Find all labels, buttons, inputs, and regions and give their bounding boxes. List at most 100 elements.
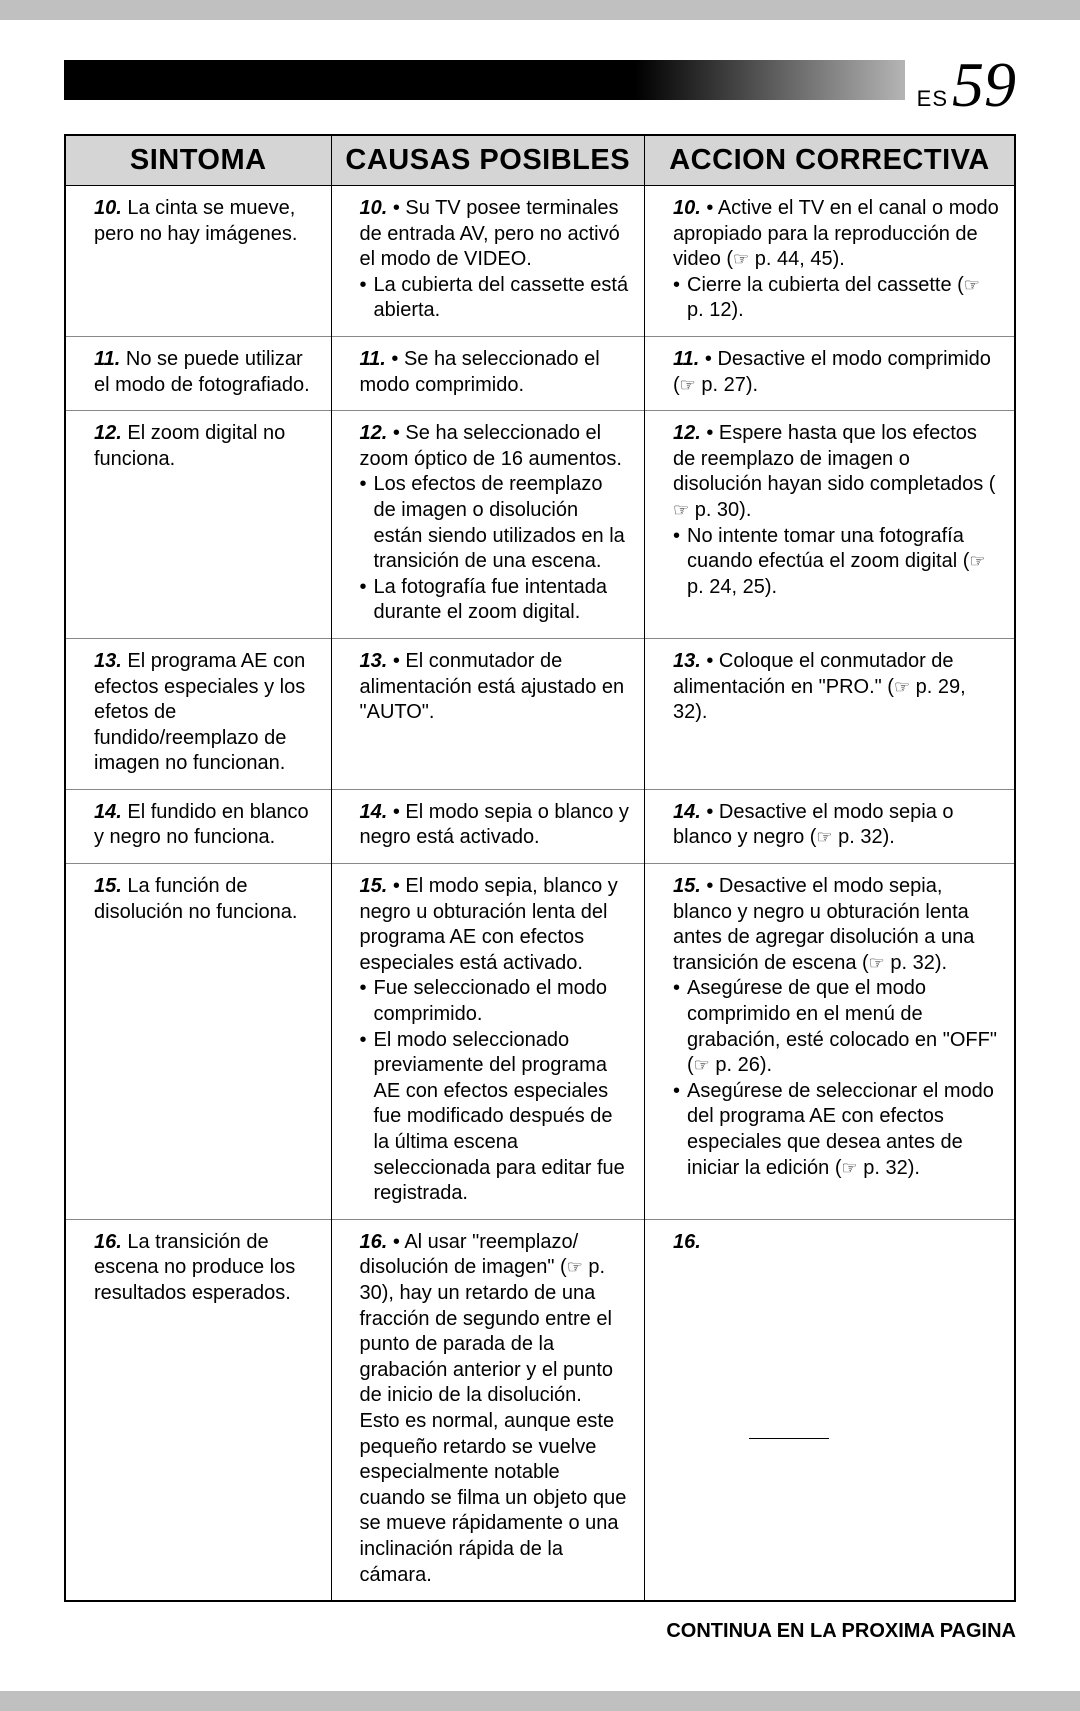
cause-text: La cubierta del cassette está abierta. [374, 273, 631, 324]
symptom-text: La transición de escena no produce los r… [94, 1231, 295, 1304]
manual-page: ES 59 SINTOMA CAUSAS POSIBLES ACCION COR… [0, 20, 1080, 1691]
row-number: 10. [360, 197, 388, 219]
cause-text: El modo seleccionado previamente del pro… [374, 1028, 631, 1207]
row-number: 13. [360, 650, 388, 672]
troubleshooting-table: SINTOMA CAUSAS POSIBLES ACCION CORRECTIV… [64, 134, 1016, 1602]
row-number: 14. [360, 801, 388, 823]
symptom-text: No se puede utilizar el modo de fotograf… [94, 348, 310, 396]
row-number: 15. [94, 875, 122, 897]
symptom-cell: 12. El zoom digital no funciona. [65, 411, 331, 639]
action-cell: 14. • Desactive el modo sepia o blanco y… [645, 789, 1016, 863]
col-header-causes: CAUSAS POSIBLES [331, 135, 645, 186]
page-ref-icon: ☞ [869, 952, 885, 975]
causes-cell: 10. • Su TV posee terminales de entrada … [331, 186, 645, 337]
col-header-action: ACCION CORRECTIVA [645, 135, 1016, 186]
table-row: 14. El fundido en blanco y negro no func… [65, 789, 1015, 863]
symptom-text: La función de disolución no funciona. [94, 875, 297, 923]
symptom-text: El fundido en blanco y negro no funciona… [94, 801, 309, 849]
symptom-cell: 16. La transición de escena no produce l… [65, 1219, 331, 1601]
symptom-cell: 15. La función de disolución no funciona… [65, 864, 331, 1220]
action-text: • Desactive el modo sepia, blanco y negr… [673, 875, 974, 974]
action-cell: 13. • Coloque el conmutador de alimentac… [645, 638, 1016, 789]
row-number: 16. [673, 1231, 701, 1253]
symptom-cell: 10. La cinta se mueve, pero no hay imáge… [65, 186, 331, 337]
row-number: 15. [360, 875, 388, 897]
row-number: 12. [673, 422, 701, 444]
row-number: 10. [94, 197, 122, 219]
row-number: 16. [360, 1231, 388, 1253]
action-cell: 10. • Active el TV en el canal o modo ap… [645, 186, 1016, 337]
blank-line [749, 1438, 829, 1439]
page-ref-icon: ☞ [816, 826, 832, 849]
table-row: 15. La función de disolución no funciona… [65, 864, 1015, 1220]
causes-cell: 14. • El modo sepia o blanco y negro est… [331, 789, 645, 863]
cause-text: • El modo sepia o blanco y negro está ac… [360, 801, 629, 849]
row-number: 10. [673, 197, 701, 219]
action-text: No intente tomar una fotografía cuando e… [687, 524, 1000, 601]
table-body: 10. La cinta se mueve, pero no hay imáge… [65, 186, 1015, 1602]
causes-cell: 13. • El conmutador de alimentación está… [331, 638, 645, 789]
page-number: 59 [952, 56, 1016, 114]
row-number: 14. [94, 801, 122, 823]
cause-text: • El conmutador de alimentación está aju… [360, 650, 625, 723]
action-text: Asegúrese de seleccionar el modo del pro… [687, 1079, 1000, 1181]
cause-text: • El modo sepia, blanco y negro u obtura… [360, 875, 618, 974]
symptom-cell: 11. No se puede utilizar el modo de foto… [65, 336, 331, 410]
table-row: 11. No se puede utilizar el modo de foto… [65, 336, 1015, 410]
row-number: 13. [673, 650, 701, 672]
row-number: 14. [673, 801, 701, 823]
cause-text: • Se ha seleccionado el zoom óptico de 1… [360, 422, 622, 470]
table-row: 10. La cinta se mueve, pero no hay imáge… [65, 186, 1015, 337]
action-text: • Active el TV en el canal o modo apropi… [673, 197, 999, 270]
action-text: • Desactive el modo sepia o blanco y neg… [673, 801, 954, 849]
cause-text: Los efectos de reemplazo de imagen o dis… [374, 472, 631, 574]
row-number: 12. [360, 422, 388, 444]
page-ref-icon: ☞ [969, 550, 985, 573]
table-row: 13. El programa AE con efectos especiale… [65, 638, 1015, 789]
row-number: 12. [94, 422, 122, 444]
symptom-text: El zoom digital no funciona. [94, 422, 285, 470]
action-cell: 15. • Desactive el modo sepia, blanco y … [645, 864, 1016, 1220]
cause-text: Fue seleccionado el modo comprimido. [374, 976, 631, 1027]
cause-text: • Se ha seleccionado el modo comprimido. [360, 348, 600, 396]
action-text: • Desactive el modo comprimido (☞ p. 27)… [673, 348, 991, 396]
page-ref-icon: ☞ [842, 1157, 858, 1180]
row-number: 11. [673, 348, 699, 370]
table-row: 16. La transición de escena no produce l… [65, 1219, 1015, 1601]
action-cell: 11. • Desactive el modo comprimido (☞ p.… [645, 336, 1016, 410]
page-ref-icon: ☞ [894, 676, 910, 699]
table-row: 12. El zoom digital no funciona.12. • Se… [65, 411, 1015, 639]
row-number: 15. [673, 875, 701, 897]
row-number: 11. [360, 348, 386, 370]
cause-text: La fotografía fue intentada durante el z… [374, 575, 631, 626]
language-code: ES [917, 86, 948, 112]
table-header-row: SINTOMA CAUSAS POSIBLES ACCION CORRECTIV… [65, 135, 1015, 186]
causes-cell: 11. • Se ha seleccionado el modo comprim… [331, 336, 645, 410]
col-header-symptom: SINTOMA [65, 135, 331, 186]
row-number: 13. [94, 650, 122, 672]
page-ref-icon: ☞ [733, 248, 749, 271]
page-ref-icon: ☞ [567, 1256, 583, 1279]
action-text: Cierre la cubierta del cassette (☞ p. 12… [687, 273, 1000, 324]
symptom-text: El programa AE con efectos especiales y … [94, 650, 305, 774]
cause-text: • Su TV posee terminales de entrada AV, … [360, 197, 620, 270]
action-text: Asegúrese de que el modo comprimido en e… [687, 976, 1000, 1078]
page-ref-icon: ☞ [964, 274, 980, 297]
action-cell: 16. [645, 1219, 1016, 1601]
causes-cell: 12. • Se ha seleccionado el zoom óptico … [331, 411, 645, 639]
action-text: • Coloque el conmutador de alimentación … [673, 650, 966, 723]
page-ref-icon: ☞ [673, 499, 689, 522]
causes-cell: 15. • El modo sepia, blanco y negro u ob… [331, 864, 645, 1220]
symptom-text: La cinta se mueve, pero no hay imágenes. [94, 197, 297, 245]
page-ref-icon: ☞ [694, 1054, 710, 1077]
page-ref-icon: ☞ [680, 374, 696, 397]
symptom-cell: 13. El programa AE con efectos especiale… [65, 638, 331, 789]
header-gradient-bar [64, 60, 1016, 100]
row-number: 16. [94, 1231, 122, 1253]
causes-cell: 16. • Al usar "reemplazo/ disolución de … [331, 1219, 645, 1601]
row-number: 11. [94, 348, 120, 370]
action-cell: 12. • Espere hasta que los efectos de re… [645, 411, 1016, 639]
symptom-cell: 14. El fundido en blanco y negro no func… [65, 789, 331, 863]
continue-footer: CONTINUA EN LA PROXIMA PAGINA [64, 1620, 1016, 1643]
cause-text: • Al usar "reemplazo/ disolución de imag… [360, 1231, 627, 1586]
